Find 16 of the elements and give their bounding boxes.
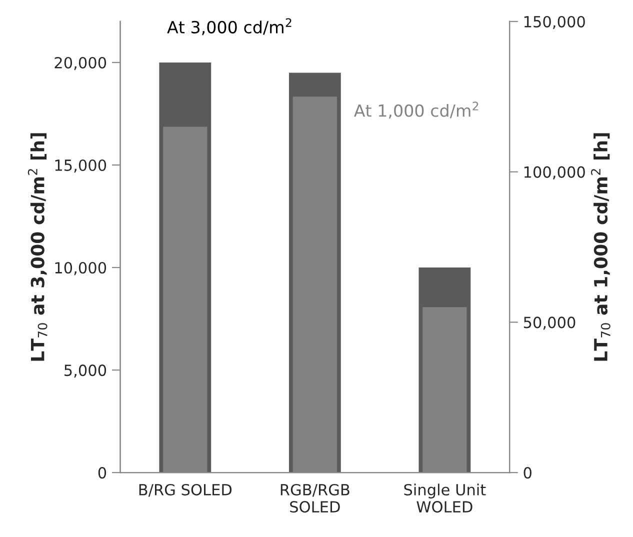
y-tick-label: 0 <box>98 467 106 479</box>
y-tick-label: 15,000 <box>55 159 106 173</box>
x-tick-label: RGB/RGB SOLED <box>280 484 350 513</box>
y-tick-label: 10,000 <box>55 262 106 276</box>
x-tick-label: Single Unit WOLED <box>404 484 486 513</box>
x-tick-label: B/RG SOLED <box>139 484 232 497</box>
series-label: At 1,000 cd/m$^{2}$ <box>354 102 478 119</box>
y-axis-title: LT$_{70}$ at 3,000 cd/m$^{2}$ [h] <box>28 133 48 361</box>
y-tick-label: 5,000 <box>64 364 106 378</box>
y2-axis-title: LT$_{70}$ at 1,000 cd/m$^{2}$ [h] <box>590 133 610 361</box>
y-tick-label: 20,000 <box>54 56 106 70</box>
y2-tick-label: 100,000 <box>524 166 585 180</box>
y2-tick-label: 0 <box>524 467 532 479</box>
series-label: At 3,000 cd/m$^{2}$ <box>167 18 292 36</box>
y2-tick-label: 50,000 <box>524 316 576 330</box>
y2-tick-label: 150,000 <box>524 16 585 30</box>
